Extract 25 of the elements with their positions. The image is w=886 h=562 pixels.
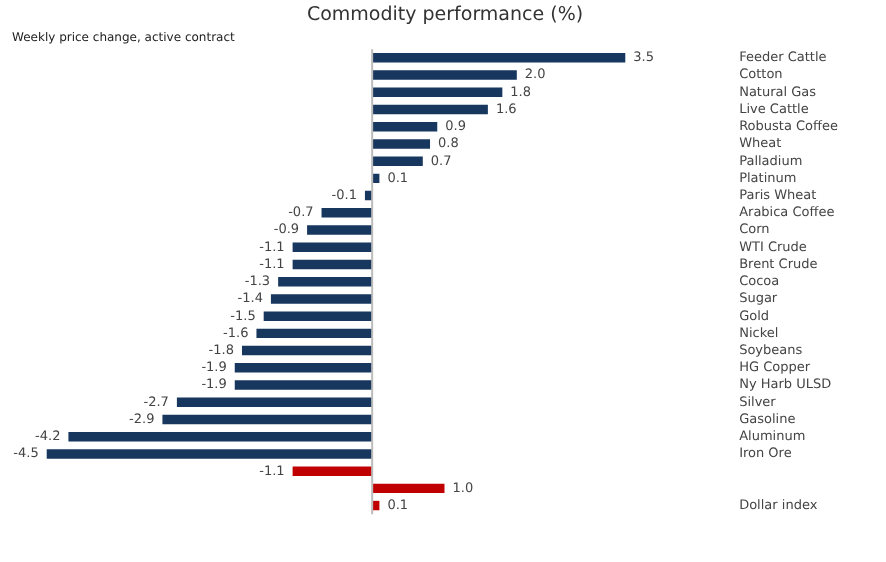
- bar: [292, 259, 373, 270]
- bar: [46, 449, 373, 459]
- bar: [292, 466, 373, 476]
- bar: [270, 294, 373, 304]
- bar: [321, 208, 373, 218]
- bar: [372, 87, 503, 97]
- bar: [372, 70, 517, 80]
- bar: [292, 242, 373, 252]
- bar: [68, 431, 373, 442]
- bar: [234, 363, 373, 373]
- bar: [256, 328, 373, 339]
- bar: [372, 121, 438, 132]
- bar: [263, 311, 373, 321]
- bar: [241, 345, 373, 356]
- bar: [372, 156, 423, 166]
- bar: [176, 397, 373, 407]
- bar: [307, 225, 373, 235]
- bar: [372, 483, 445, 494]
- chart-title: Commodity performance (%): [306, 4, 584, 27]
- bar: [372, 53, 626, 63]
- bar: [372, 139, 431, 149]
- bar: [372, 104, 488, 115]
- bar: [162, 414, 373, 425]
- bar: [278, 276, 373, 287]
- bar: [234, 380, 373, 390]
